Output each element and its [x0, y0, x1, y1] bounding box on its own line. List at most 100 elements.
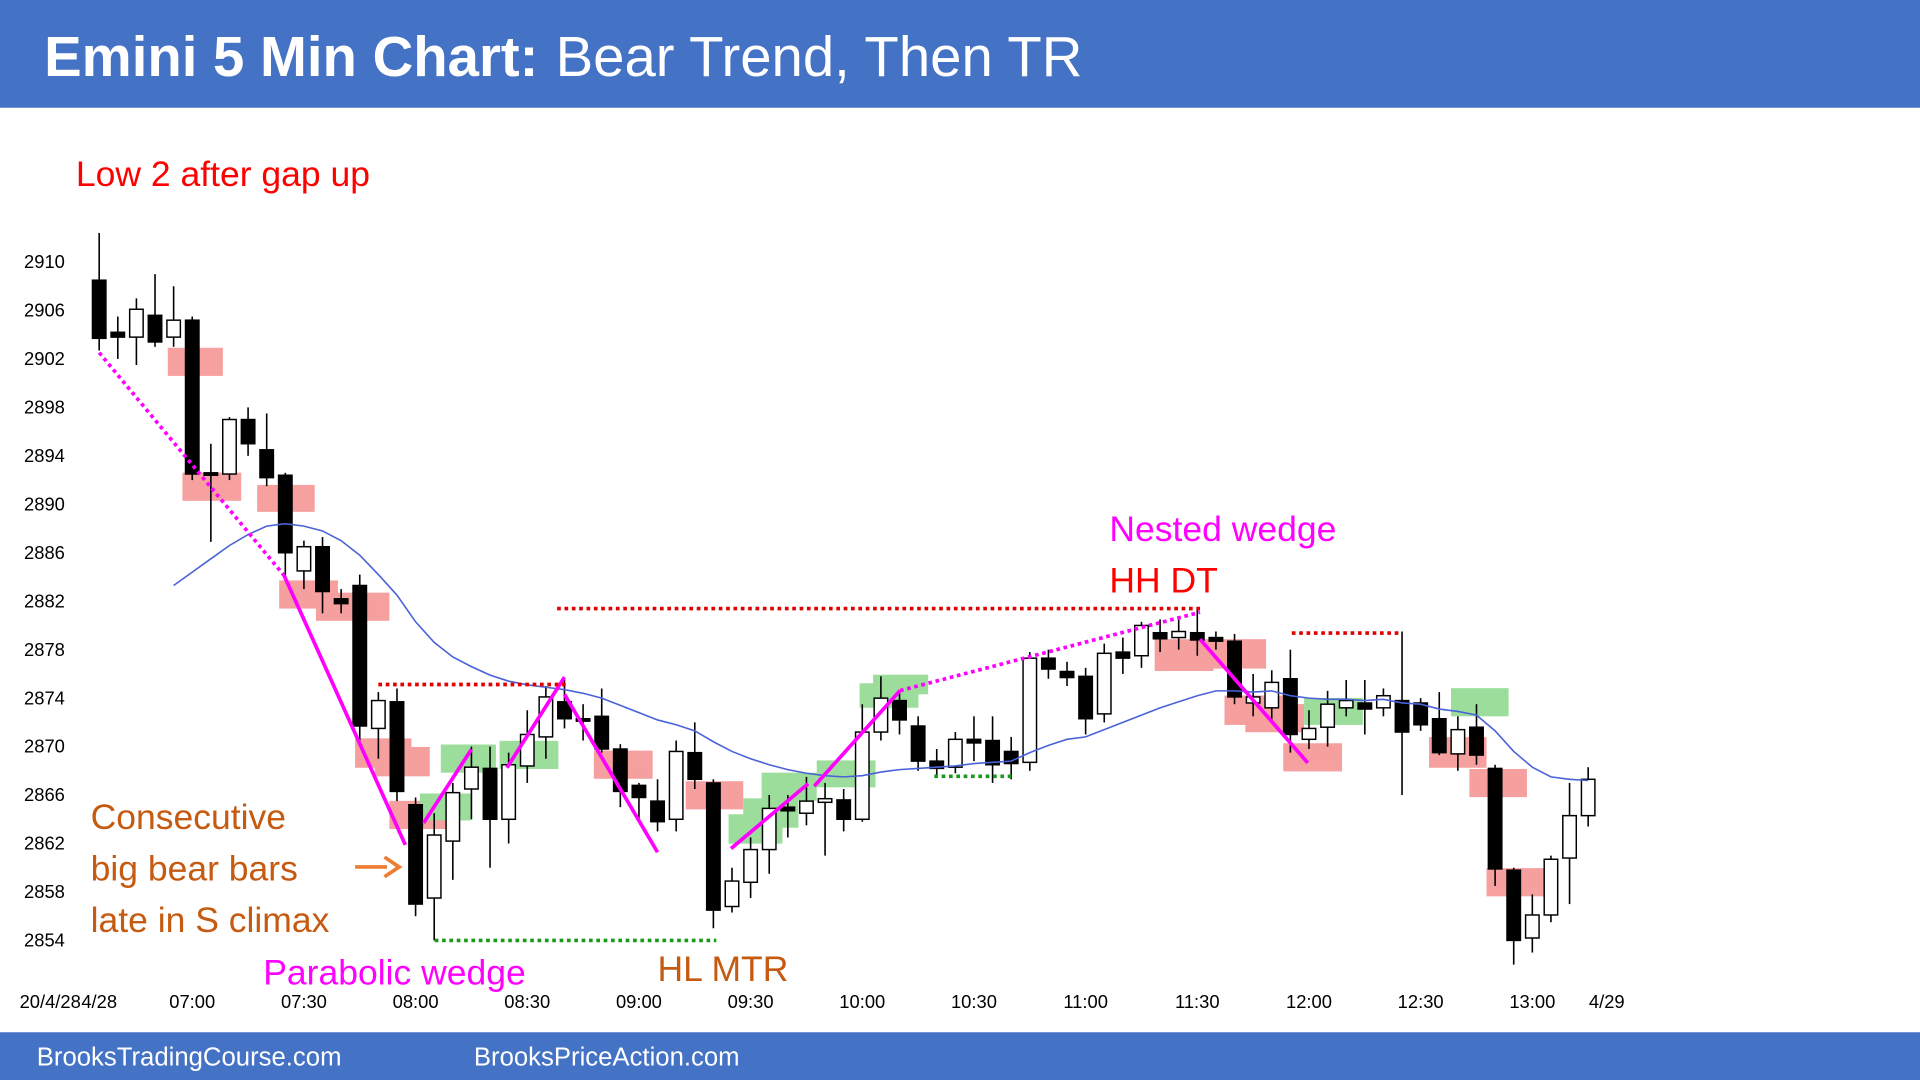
y-tick-label: 2878	[24, 639, 65, 660]
y-tick-label: 2854	[24, 930, 65, 951]
candle-body	[1562, 814, 1578, 859]
candle-body	[575, 717, 591, 722]
wedge-line	[812, 689, 902, 788]
candle-body	[910, 725, 926, 762]
green-zone	[873, 674, 929, 695]
header-title: Emini 5 Min Chart: Bear Trend, Then TR	[44, 25, 1082, 88]
candle-body	[594, 715, 610, 750]
candle-body	[110, 331, 126, 338]
candle-body	[1078, 675, 1094, 720]
candle-body	[166, 319, 182, 338]
wedge-line	[562, 693, 660, 854]
candle-body	[687, 751, 703, 781]
candle-body	[1152, 631, 1168, 640]
red-zone	[182, 472, 242, 501]
y-tick-label: 2858	[24, 881, 65, 902]
candle-body	[1450, 728, 1466, 755]
candle-body	[798, 800, 814, 814]
x-tick-label: 13:00	[1509, 991, 1555, 1012]
candle-body	[408, 804, 424, 905]
y-tick-label: 2910	[24, 251, 65, 272]
y-tick-label: 2870	[24, 736, 65, 757]
y-tick-label: 2906	[24, 300, 65, 321]
candle-body	[1134, 624, 1149, 657]
annotation: Parabolic wedge	[263, 952, 525, 992]
x-tick-label: 4/28	[81, 991, 117, 1012]
candle-body	[1059, 670, 1075, 679]
y-tick-label: 2882	[24, 590, 65, 611]
candle-body	[259, 449, 275, 479]
labels: 2854 2858 2862 2866 2870 2874 2878 2882 2886 2890…	[20, 154, 1625, 1012]
annotation-lines	[97, 351, 1403, 943]
wedge-line	[1198, 637, 1310, 765]
candle-body	[1227, 640, 1243, 698]
candle-body	[352, 584, 368, 727]
candle-body	[817, 797, 833, 804]
candle-body	[1580, 778, 1596, 817]
candle-body	[128, 308, 144, 338]
candle-body	[315, 545, 330, 593]
candle-body	[743, 848, 759, 884]
candle-body	[296, 545, 312, 572]
annotation: Low 2 after gap up	[76, 154, 370, 194]
candle-body	[203, 472, 219, 476]
candle-body	[426, 834, 442, 899]
annotation: Consecutive	[91, 797, 286, 837]
candle-body	[147, 314, 163, 343]
x-tick-label: 12:00	[1286, 991, 1332, 1012]
y-tick-label: 2866	[24, 784, 65, 805]
arrow-head	[383, 855, 403, 879]
candle-body	[1487, 767, 1503, 870]
candle-body	[668, 750, 684, 821]
annotation: Nested wedge	[1109, 509, 1336, 549]
candle-body	[1264, 681, 1280, 709]
x-tick-label: 11:30	[1175, 991, 1220, 1012]
candle-body	[985, 739, 1001, 766]
candle-body	[1022, 657, 1038, 764]
x-tick-label: 11:00	[1063, 991, 1108, 1012]
wedge-line	[282, 574, 407, 846]
x-tick-label: 4/29	[1589, 991, 1625, 1012]
chart-title: Emini 5 Min Chart:	[44, 25, 538, 88]
wedge-line	[729, 782, 810, 850]
candle-body	[1338, 699, 1354, 709]
candle-body	[612, 748, 628, 793]
x-date-prefix: 20/4/28	[20, 991, 81, 1012]
candle-body	[836, 799, 852, 821]
candle-body	[463, 766, 479, 790]
candle-body	[240, 418, 256, 445]
candle-body	[947, 738, 963, 768]
candle-body	[1394, 699, 1410, 733]
candle-body	[184, 319, 200, 475]
candle-body	[1096, 652, 1112, 715]
candle-body	[91, 279, 107, 340]
x-tick-label: 08:30	[504, 991, 550, 1012]
annotation: HH DT	[1109, 561, 1217, 601]
candle-body	[501, 764, 517, 821]
candle-body	[1524, 914, 1540, 939]
y-tick-label: 2886	[24, 542, 65, 563]
candle-body	[1208, 636, 1224, 642]
candle-body	[1431, 717, 1447, 754]
y-tick-label: 2890	[24, 493, 65, 514]
candle-body	[1506, 869, 1522, 942]
y-tick-label: 2894	[24, 445, 65, 466]
candle-body	[631, 784, 647, 799]
x-tick-label: 09:00	[616, 991, 662, 1012]
annotation: late in S climax	[91, 900, 330, 940]
ema-line	[173, 522, 1589, 782]
annotation: HL MTR	[658, 949, 789, 989]
candle-body	[929, 760, 945, 770]
candle-body	[1469, 726, 1484, 756]
candle-body	[1320, 703, 1336, 728]
header-bar	[0, 0, 1920, 108]
candle-body	[1375, 694, 1391, 709]
candle-body	[1189, 631, 1205, 641]
footer-bar	[0, 1032, 1920, 1080]
candle-body	[1413, 702, 1429, 726]
candle-body	[519, 733, 535, 767]
x-tick-label: 09:30	[728, 991, 774, 1012]
candle-body	[1357, 702, 1373, 710]
candle-body	[1282, 678, 1298, 736]
